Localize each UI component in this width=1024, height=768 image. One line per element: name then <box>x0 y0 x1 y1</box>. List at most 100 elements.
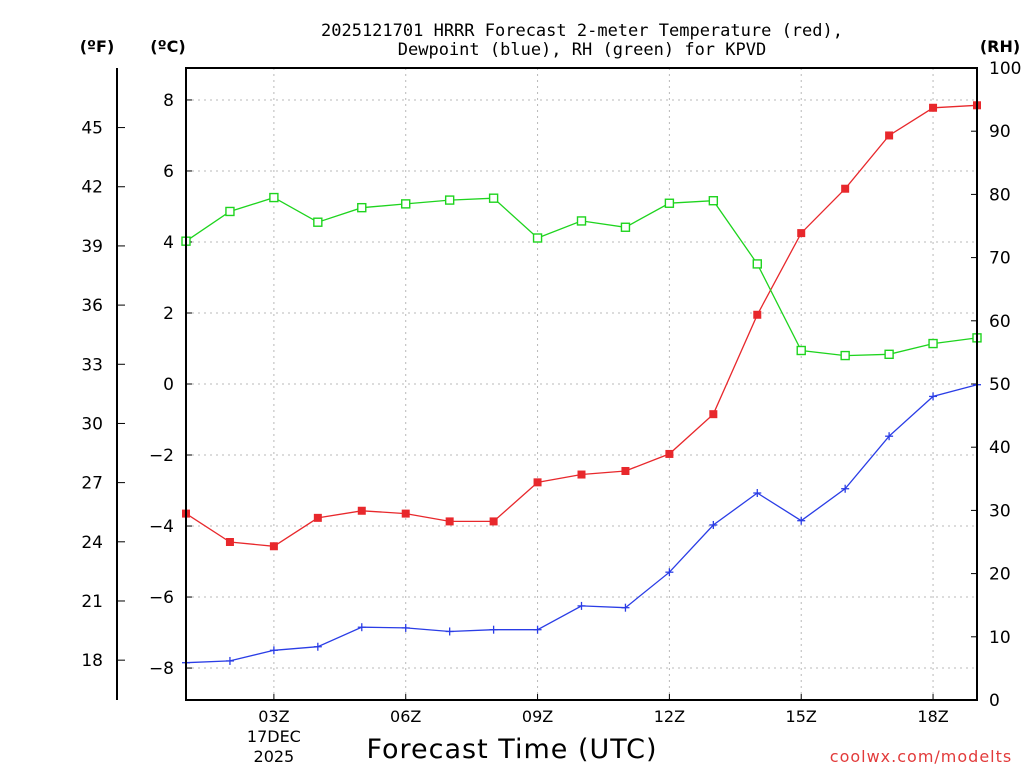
temperature-point <box>533 478 542 487</box>
fahrenheit-tick-label: 18 <box>81 651 103 671</box>
x-tick-label: 12Z <box>654 707 685 726</box>
x-tick-label: 15Z <box>786 707 817 726</box>
temperature-point <box>621 466 630 475</box>
x-tick-label: 09Z <box>522 707 553 726</box>
fahrenheit-unit-label: (ºF) <box>80 37 115 56</box>
dewpoint-point <box>445 627 454 636</box>
temperature-point <box>445 517 454 526</box>
rh-point <box>488 193 499 203</box>
x-tick-label: 03Z <box>258 707 289 726</box>
rh-point <box>357 202 367 213</box>
celsius-tick-label: −2 <box>149 446 174 466</box>
temperature-point <box>665 449 674 458</box>
rh-tick-label: 90 <box>989 122 1011 142</box>
rh-point <box>752 259 762 269</box>
temperature-point <box>797 229 806 238</box>
rh-point <box>840 350 850 361</box>
celsius-tick-label: 8 <box>163 91 174 111</box>
temperature-point <box>313 513 322 522</box>
temperature-point <box>225 538 234 546</box>
rh-tick-label: 40 <box>989 438 1011 458</box>
rh-unit-label: (RH) <box>980 37 1020 56</box>
celsius-tick-label: −8 <box>149 659 174 679</box>
temperature-point <box>753 310 762 319</box>
rh-point <box>664 198 675 208</box>
temperature-point <box>929 103 938 112</box>
dewpoint-point <box>225 656 234 665</box>
x-tick-label: 06Z <box>390 707 421 726</box>
celsius-tick-label: 6 <box>163 162 174 182</box>
dewpoint-point <box>929 392 938 401</box>
dewpoint-point <box>841 484 850 493</box>
dewpoint-point <box>621 603 630 612</box>
temperature-point <box>357 506 366 515</box>
rh-tick-label: 100 <box>989 59 1021 79</box>
rh-point <box>620 222 631 232</box>
rh-point <box>796 345 806 356</box>
dewpoint-point <box>401 623 410 632</box>
rh-point <box>884 349 894 359</box>
fahrenheit-tick-label: 21 <box>81 592 103 612</box>
fahrenheit-tick-label: 42 <box>81 178 103 198</box>
celsius-tick-label: 2 <box>163 304 174 324</box>
dewpoint-point <box>489 625 498 634</box>
fahrenheit-tick-label: 30 <box>81 414 103 434</box>
chart-title-line1: 2025121701 HRRR Forecast 2-meter Tempera… <box>321 21 843 41</box>
x-tick-label: 18Z <box>917 707 948 726</box>
temperature-point <box>269 542 278 551</box>
rh-tick-label: 10 <box>989 628 1011 648</box>
celsius-tick-label: −6 <box>149 588 174 608</box>
rh-point <box>401 199 411 209</box>
rh-point <box>225 206 235 217</box>
temperature-point <box>841 184 850 193</box>
fahrenheit-tick-label: 33 <box>81 355 103 375</box>
rh-point <box>532 233 543 243</box>
dewpoint-point <box>577 601 586 610</box>
dewpoint-series-line <box>185 384 978 664</box>
celsius-tick-label: 0 <box>163 375 174 395</box>
rh-tick-label: 60 <box>989 312 1011 332</box>
temperature-point <box>489 517 498 526</box>
rh-tick-label: 20 <box>989 565 1011 585</box>
x-tick-date-label: 17DEC <box>247 727 301 746</box>
rh-tick-label: 0 <box>989 691 1000 711</box>
dewpoint-point <box>357 623 366 632</box>
chart-title-line2: Dewpoint (blue), RH (green) for KPVD <box>398 40 766 60</box>
celsius-tick-label: −4 <box>149 517 174 537</box>
dewpoint-point <box>533 625 542 634</box>
celsius-unit-label: (ºC) <box>150 37 185 56</box>
rh-tick-label: 50 <box>989 375 1011 395</box>
rh-point <box>444 195 455 205</box>
x-axis-title: Forecast Time (UTC) <box>366 734 657 765</box>
credit-text: coolwx.com/modelts <box>830 747 1012 766</box>
celsius-tick-label: 4 <box>163 233 174 253</box>
plot-frame <box>185 67 978 701</box>
fahrenheit-tick-label: 27 <box>81 474 103 494</box>
rh-point <box>576 216 587 226</box>
temperature-point <box>577 470 586 479</box>
rh-tick-label: 80 <box>989 185 1011 205</box>
dewpoint-point <box>665 568 674 577</box>
dewpoint-point <box>313 642 322 651</box>
rh-tick-label: 70 <box>989 249 1011 269</box>
dewpoint-point <box>709 520 718 529</box>
rh-point <box>928 338 938 349</box>
dewpoint-point <box>269 646 278 655</box>
temperature-point <box>885 131 894 140</box>
rh-point <box>269 192 279 203</box>
temperature-point <box>709 410 718 419</box>
rh-point <box>313 217 323 227</box>
rh-point <box>708 196 719 206</box>
fahrenheit-tick-label: 39 <box>81 237 103 257</box>
series <box>181 101 982 667</box>
fahrenheit-tick-label: 24 <box>81 533 103 553</box>
x-tick-year-label: 2025 <box>254 747 295 766</box>
fahrenheit-tick-label: 45 <box>81 119 103 139</box>
dewpoint-point <box>797 516 806 525</box>
temperature-point <box>401 509 410 518</box>
dewpoint-point <box>753 489 762 498</box>
dewpoint-point <box>885 432 894 441</box>
fahrenheit-tick-label: 36 <box>81 296 103 316</box>
